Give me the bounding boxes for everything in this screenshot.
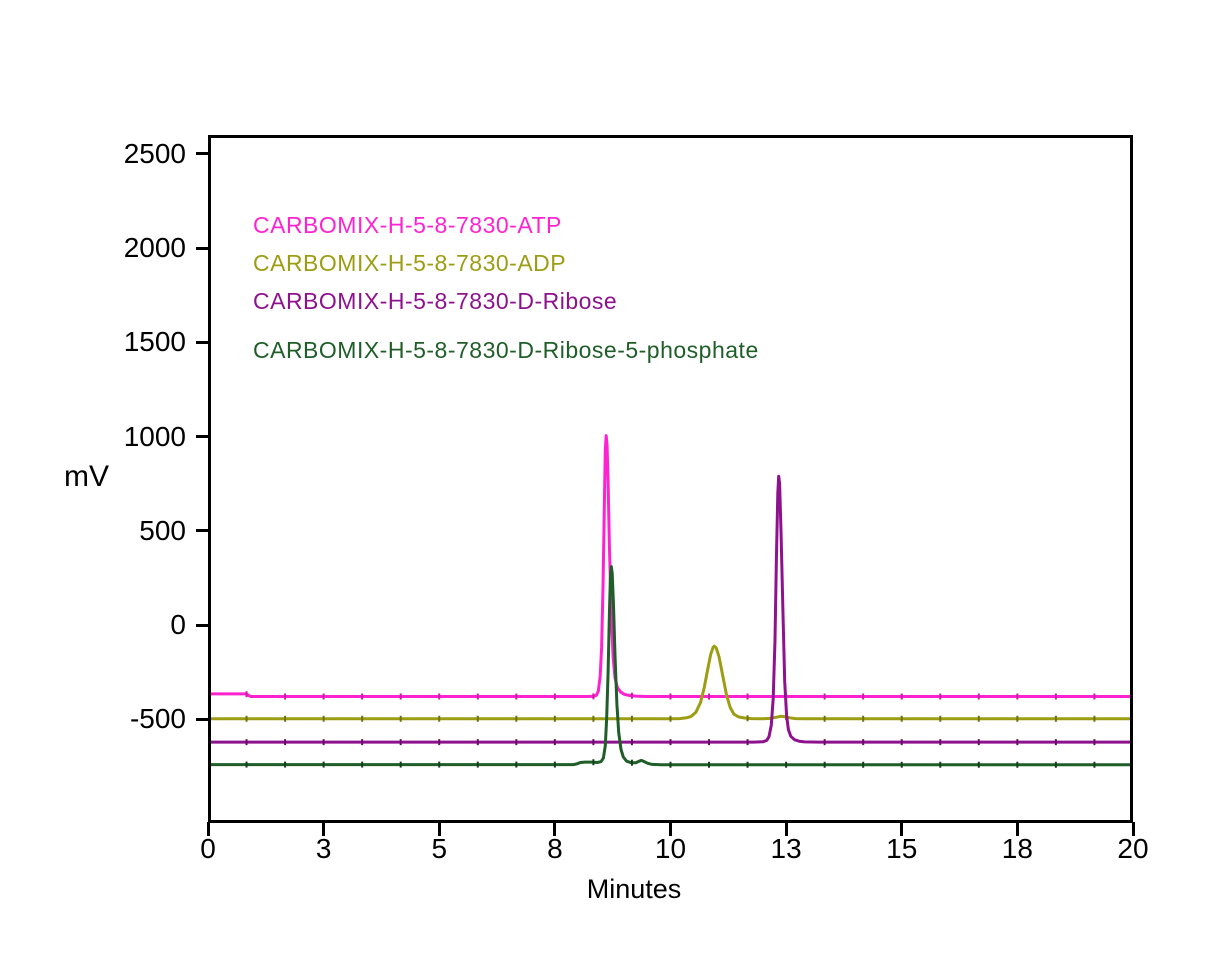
y-tick-label: 500 [139,514,186,546]
x-tick-mark [322,822,326,836]
x-tick-label: 8 [547,833,563,864]
x-tick-label: 13 [770,833,802,864]
x-axis-title: Minutes [586,874,682,904]
y-tick-mark [196,623,209,627]
y-axis-title: mV [64,460,109,493]
y-tick-label: 2500 [123,137,186,169]
x-tick-mark [206,822,210,836]
plot-frame [208,135,1133,823]
x-tick-mark [437,822,441,836]
x-tick-label: 3 [315,833,332,864]
x-tick-mark [669,822,672,836]
x-tick-label: 0 [200,833,216,864]
x-tick-mark [784,822,788,836]
trace-d-ribose [208,474,1133,744]
legend-item-adp: CARBOMIX-H-5-8-7830-ADP [253,250,567,276]
y-tick-label: 2000 [123,232,186,264]
y-tick-mark [196,435,209,439]
y-tick-mark [196,717,209,721]
x-tick-mark [900,822,904,836]
trace-adp [208,644,1133,721]
x-tick-label: 10 [654,833,687,864]
y-tick-label: 1500 [123,326,186,358]
y-tick-mark [196,246,209,250]
x-tick-label: 20 [1117,833,1149,864]
plot-area [208,135,1133,823]
x-tick-label: 15 [886,833,918,864]
legend-item-atp: CARBOMIX-H-5-8-7830-ATP [253,212,562,238]
y-tick-label: 0 [170,609,186,641]
trace-atp [208,434,1133,698]
y-tick-label: 1000 [123,420,186,452]
traces-svg [208,135,1133,823]
x-tick-mark [1131,822,1135,836]
y-tick-label: -500 [129,703,186,735]
x-tick-label: 18 [1001,833,1033,864]
legend-item-d-ribose-5-phosphate: CARBOMIX-H-5-8-7830-D-Ribose-5-phosphate [253,337,759,363]
x-tick-mark [1015,822,1019,836]
legend-item-d-ribose: CARBOMIX-H-5-8-7830-D-Ribose [253,288,618,314]
trace-d-ribose-5-phosphate [208,565,1133,767]
x-tick-mark [553,822,557,836]
y-tick-mark [196,340,209,344]
y-tick-mark [196,152,209,156]
x-tick-label: 5 [431,833,448,864]
y-tick-mark [196,529,209,533]
